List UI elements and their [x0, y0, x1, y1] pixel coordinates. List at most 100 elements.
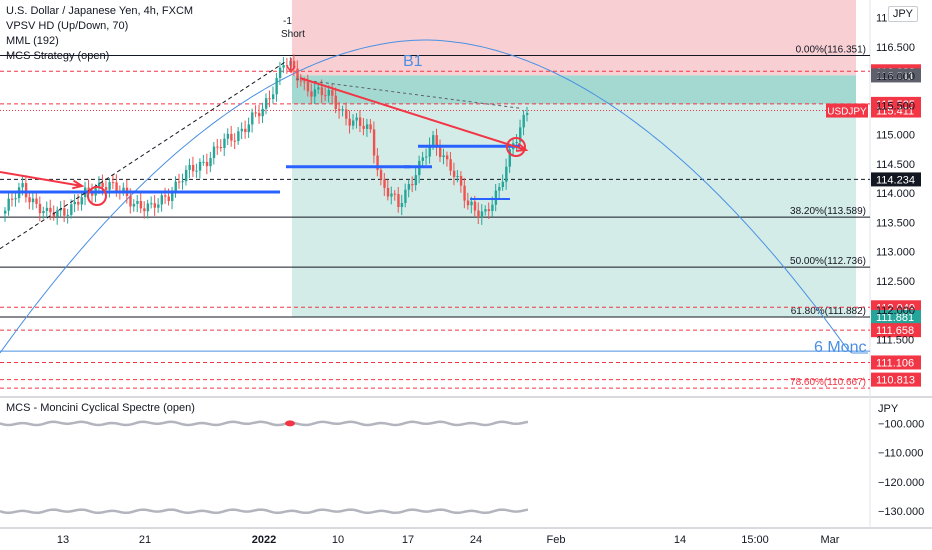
candle-body: [14, 198, 17, 200]
time-tick-label: Mar: [821, 534, 840, 546]
candle-body: [77, 201, 80, 205]
short-marker-count: -1: [283, 16, 292, 27]
trend-line-dashed: [0, 61, 287, 250]
price-tag-bg: [871, 323, 921, 338]
candle-body: [390, 193, 393, 197]
candle-body: [421, 157, 424, 161]
candle-body: [191, 164, 195, 172]
candle-body: [219, 147, 223, 149]
candle-body: [35, 198, 38, 204]
candle-body: [265, 98, 268, 109]
candle-body: [470, 201, 473, 206]
candle-body: [42, 211, 45, 214]
candle-body: [383, 179, 386, 188]
candle-body: [292, 60, 296, 69]
candle-body: [143, 208, 146, 212]
candle-body: [487, 209, 491, 211]
candle-body: [251, 112, 254, 125]
price-tag-label: 111.881: [876, 312, 914, 324]
price-tag-bg: [871, 103, 921, 118]
candle-body: [362, 125, 365, 129]
candle-body: [310, 91, 313, 97]
red-circle-left: [87, 186, 107, 206]
fib-level-label: 38.20%(113.589): [790, 206, 866, 217]
price-tick-label: 114.000: [876, 188, 915, 200]
indicator-mml[interactable]: MML (192): [6, 35, 59, 47]
fibonacci-levels: 0.00%(116.351) 38.20%(113.589) 50.00%(112.…: [0, 45, 870, 389]
symbol-title[interactable]: U.S. Dollar / Japanese Yen, 4h, FXCM: [6, 5, 194, 17]
candle-body: [327, 90, 331, 96]
candle-body: [372, 129, 376, 156]
candle-body: [171, 192, 174, 201]
candle-body: [494, 190, 498, 205]
price-tag-label: 116.011: [876, 70, 914, 82]
candle-body: [411, 184, 414, 186]
candle-body: [139, 200, 143, 209]
currency-badge[interactable]: JPY: [887, 6, 918, 22]
candle-body: [21, 183, 24, 188]
indicator-mcs-strategy[interactable]: MCS Strategy (open): [6, 50, 110, 62]
time-tick-label: 21: [139, 534, 151, 546]
candle-body: [306, 82, 310, 92]
candle-body: [449, 159, 452, 171]
fib-level-label: 61.80%(111.882): [791, 306, 866, 317]
candle-body: [73, 201, 76, 205]
candle-body: [369, 124, 372, 130]
candle-body: [348, 118, 351, 126]
candle-body: [104, 187, 108, 190]
price-tick-label: 116.500: [876, 42, 915, 54]
candle-body: [4, 210, 7, 214]
lower-pane-title[interactable]: MCS - Moncini Cyclical Spectre (open): [6, 402, 195, 414]
candle-body: [174, 181, 177, 193]
candle-body: [115, 182, 118, 192]
candle-body: [198, 161, 202, 171]
candle-body: [45, 207, 49, 212]
candle-body: [70, 204, 73, 215]
spectre-band-top: [0, 420, 529, 427]
candle-body: [320, 87, 324, 96]
candle-body: [466, 200, 470, 206]
red-arrow-left-head: [72, 179, 85, 190]
time-axis[interactable]: 13 21 2022 10 17 24 Feb 14 15:00 Mar: [57, 534, 840, 546]
candle-body: [498, 187, 501, 191]
candle-body: [31, 198, 35, 203]
fib-level-label: 78.60%(110.667): [790, 377, 866, 388]
candle-body: [425, 156, 428, 158]
candle-body: [275, 77, 278, 95]
candle-body: [181, 181, 184, 183]
candle-body: [282, 65, 285, 68]
price-tick-label: 115.000: [876, 130, 915, 142]
price-tag-label: 111.658: [876, 325, 914, 337]
lower-pane: −100.000 −110.000 −120.000 −130.000 JPY: [0, 403, 924, 518]
candle-body: [445, 155, 449, 160]
candle-body: [473, 201, 477, 211]
lower-currency-label: JPY: [878, 403, 899, 415]
candle-body: [164, 195, 167, 197]
price-axis[interactable]: 111.500 112.000 112.500 113.000 113.500 114.0…: [876, 13, 915, 347]
time-tick-label: 14: [674, 534, 686, 546]
time-tick-label: Feb: [547, 534, 566, 546]
candle-body: [296, 68, 299, 81]
cycle-arc: [0, 39, 868, 354]
price-tag-bg: [871, 372, 921, 387]
indicator-vpsv[interactable]: VPSV HD (Up/Down, 70): [6, 20, 129, 32]
candle-body: [261, 108, 264, 117]
candle-body: [150, 203, 153, 205]
price-tick-label: 111.500: [876, 334, 914, 346]
candle-body: [129, 195, 132, 207]
price-tag-bg: [871, 68, 921, 83]
candle-body: [10, 198, 14, 200]
fib-level-label: 50.00%(112.736): [790, 256, 866, 267]
price-tag-label: 110.813: [876, 375, 915, 387]
time-tick-label: 24: [470, 534, 482, 546]
candle-body: [456, 175, 459, 178]
spectre-signal-dot: [285, 420, 295, 427]
candle-body: [317, 87, 320, 90]
candle-body: [49, 207, 52, 213]
candle-body: [345, 109, 348, 119]
candle-body: [435, 135, 438, 148]
candle-body: [111, 182, 115, 184]
candle-body: [432, 135, 435, 145]
candle-body: [484, 209, 487, 212]
